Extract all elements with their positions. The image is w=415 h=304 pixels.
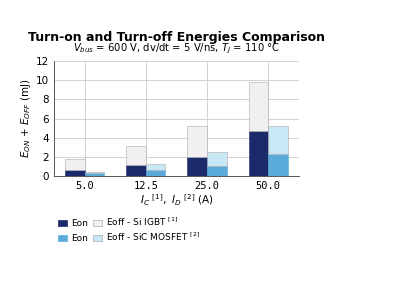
Bar: [268, 154, 288, 176]
Legend: Eon, Eoff - SiC MOSFET $^{[2]}$: Eon, Eoff - SiC MOSFET $^{[2]}$: [59, 230, 200, 243]
Bar: [126, 165, 146, 176]
Bar: [249, 131, 268, 176]
Y-axis label: $E_{ON}$ + $E_{OFF}$ (mJ): $E_{ON}$ + $E_{OFF}$ (mJ): [19, 79, 33, 158]
Bar: [85, 173, 104, 176]
X-axis label: $I_C\ ^{[1]},\ I_D\ ^{[2]}$ (A): $I_C\ ^{[1]},\ I_D\ ^{[2]}$ (A): [139, 192, 213, 208]
Bar: [65, 170, 85, 176]
Bar: [65, 160, 85, 170]
Bar: [146, 170, 165, 176]
Bar: [207, 166, 227, 176]
Bar: [85, 171, 104, 173]
Text: $V_{bus}$ = 600 V, dv/dt = 5 V/ns, $T_{J}$ = 110 °C: $V_{bus}$ = 600 V, dv/dt = 5 V/ns, $T_{J…: [73, 42, 280, 56]
Bar: [207, 152, 227, 166]
Bar: [126, 146, 146, 165]
Bar: [268, 126, 288, 154]
Bar: [249, 82, 268, 131]
Bar: [188, 157, 207, 176]
Bar: [146, 164, 165, 170]
Title: Turn-on and Turn-off Energies Comparison: Turn-on and Turn-off Energies Comparison: [28, 31, 325, 44]
Bar: [188, 126, 207, 157]
